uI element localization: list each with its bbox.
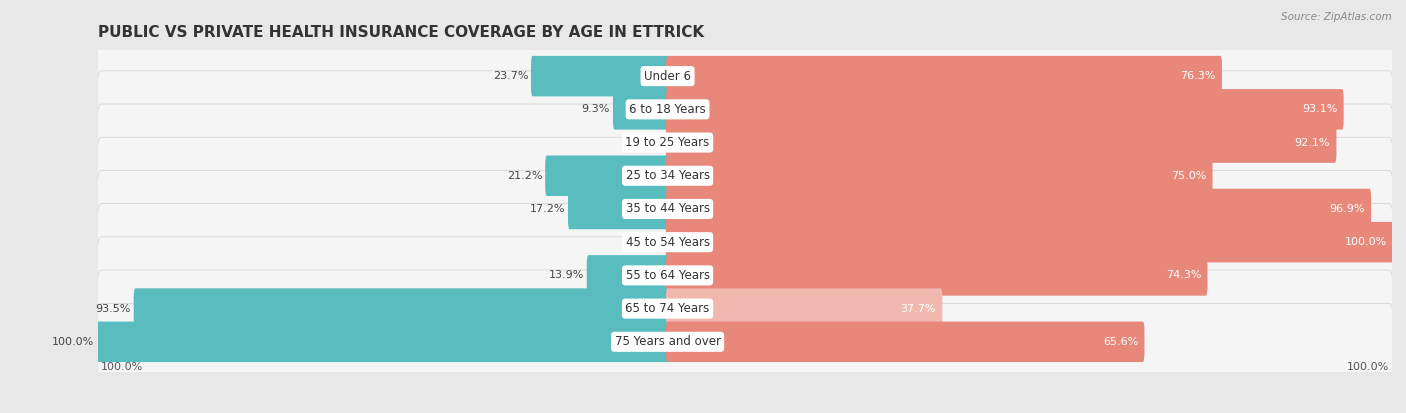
- FancyBboxPatch shape: [97, 204, 1393, 281]
- Text: 76.3%: 76.3%: [1180, 71, 1216, 81]
- Text: Under 6: Under 6: [644, 70, 692, 83]
- FancyBboxPatch shape: [666, 189, 1371, 229]
- FancyBboxPatch shape: [97, 237, 1393, 314]
- FancyBboxPatch shape: [97, 71, 1393, 148]
- FancyBboxPatch shape: [97, 171, 1393, 247]
- FancyBboxPatch shape: [666, 222, 1393, 262]
- Text: 100.0%: 100.0%: [101, 362, 143, 372]
- FancyBboxPatch shape: [97, 322, 669, 362]
- Text: 75 Years and over: 75 Years and over: [614, 335, 720, 348]
- FancyBboxPatch shape: [666, 322, 1144, 362]
- Text: 65.6%: 65.6%: [1102, 337, 1139, 347]
- FancyBboxPatch shape: [531, 56, 669, 96]
- Text: 19 to 25 Years: 19 to 25 Years: [626, 136, 710, 149]
- Text: 75.0%: 75.0%: [1171, 171, 1206, 181]
- Text: 25 to 34 Years: 25 to 34 Years: [626, 169, 710, 182]
- Text: 21.2%: 21.2%: [506, 171, 543, 181]
- Text: 100.0%: 100.0%: [1346, 237, 1388, 247]
- FancyBboxPatch shape: [666, 56, 1222, 96]
- Text: 100.0%: 100.0%: [52, 337, 94, 347]
- Text: 23.7%: 23.7%: [492, 71, 529, 81]
- FancyBboxPatch shape: [546, 156, 669, 196]
- FancyBboxPatch shape: [613, 89, 669, 130]
- Text: 17.2%: 17.2%: [530, 204, 565, 214]
- FancyBboxPatch shape: [666, 288, 942, 329]
- FancyBboxPatch shape: [134, 288, 669, 329]
- Text: 96.9%: 96.9%: [1330, 204, 1365, 214]
- Text: 0.0%: 0.0%: [623, 237, 651, 247]
- Text: 65 to 74 Years: 65 to 74 Years: [626, 302, 710, 315]
- FancyBboxPatch shape: [97, 303, 1393, 380]
- FancyBboxPatch shape: [666, 122, 1337, 163]
- FancyBboxPatch shape: [586, 255, 669, 296]
- FancyBboxPatch shape: [568, 189, 669, 229]
- Text: 74.3%: 74.3%: [1166, 271, 1201, 280]
- Text: Source: ZipAtlas.com: Source: ZipAtlas.com: [1281, 12, 1392, 22]
- Text: 37.7%: 37.7%: [901, 304, 936, 313]
- FancyBboxPatch shape: [97, 104, 1393, 181]
- Text: 100.0%: 100.0%: [1347, 362, 1389, 372]
- Text: 6 to 18 Years: 6 to 18 Years: [630, 103, 706, 116]
- Text: 9.3%: 9.3%: [582, 104, 610, 114]
- FancyBboxPatch shape: [666, 89, 1344, 130]
- Text: 55 to 64 Years: 55 to 64 Years: [626, 269, 710, 282]
- Text: 93.1%: 93.1%: [1302, 104, 1337, 114]
- FancyBboxPatch shape: [97, 270, 1393, 347]
- Text: PUBLIC VS PRIVATE HEALTH INSURANCE COVERAGE BY AGE IN ETTRICK: PUBLIC VS PRIVATE HEALTH INSURANCE COVER…: [98, 25, 704, 40]
- Text: 13.9%: 13.9%: [548, 271, 583, 280]
- Text: 0.0%: 0.0%: [623, 138, 651, 147]
- Text: 45 to 54 Years: 45 to 54 Years: [626, 236, 710, 249]
- FancyBboxPatch shape: [97, 137, 1393, 214]
- Text: 92.1%: 92.1%: [1295, 138, 1330, 147]
- Text: 93.5%: 93.5%: [96, 304, 131, 313]
- Text: 35 to 44 Years: 35 to 44 Years: [626, 202, 710, 216]
- FancyBboxPatch shape: [666, 156, 1212, 196]
- FancyBboxPatch shape: [97, 38, 1393, 115]
- FancyBboxPatch shape: [666, 255, 1208, 296]
